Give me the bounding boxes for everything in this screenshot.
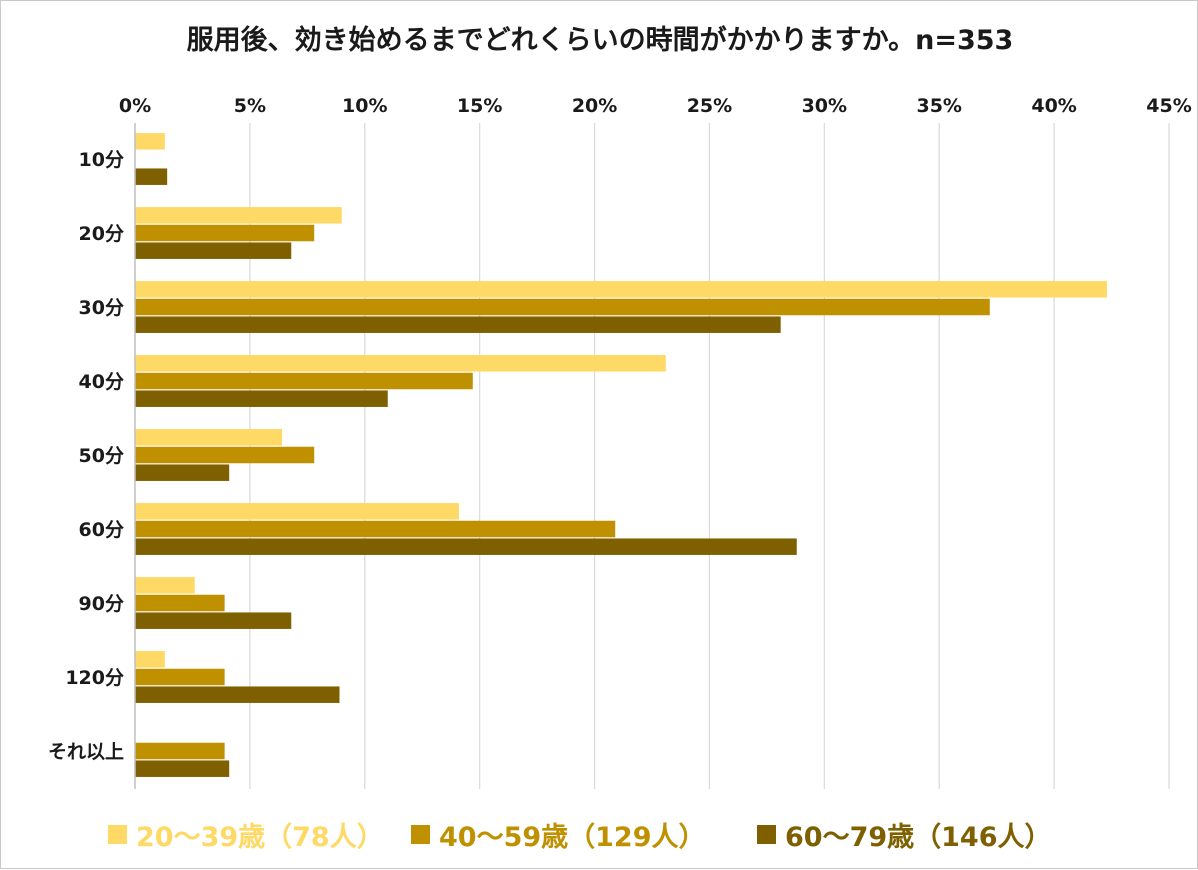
bar [135,760,230,777]
x-tick-label: 35% [916,95,961,117]
bar [135,520,616,538]
x-tick-label: 40% [1031,95,1076,117]
legend-label: 40～59歳（129人） [439,822,706,853]
bar [135,390,388,407]
bar [135,686,340,703]
category-label: 120分 [65,667,124,689]
x-axis-ticks: 0% 5% 10% 15% 20% 25% 30% 35% 40% 45% [119,95,1192,117]
category-label: 50分 [79,445,124,467]
bar [135,446,315,464]
x-tick-label: 0% [119,95,151,117]
category-label: 20分 [79,223,124,245]
category-label: 90分 [79,593,124,615]
bar [135,668,225,686]
bar [135,429,283,446]
bar [135,242,292,259]
x-tick-label: 15% [457,95,502,117]
legend: 20～39歳（78人） 40～59歳（129人） 60～79歳（146人） [108,822,1052,853]
chart-title: 服用後、効き始めるまでどれくらいの時間がかかりますか。n=353 [187,24,1014,56]
bar [135,594,225,612]
bar [135,316,781,333]
bar [135,651,165,668]
x-tick-label: 5% [234,95,266,117]
bar [135,355,666,372]
category-label: 10分 [79,149,124,171]
bar [135,577,195,594]
x-tick-label: 20% [572,95,617,117]
legend-swatch [411,825,430,844]
x-tick-label: 45% [1146,95,1191,117]
bar [135,742,225,760]
legend-label: 20～39歳（78人） [136,822,384,853]
x-tick-label: 10% [342,95,387,117]
bar [135,503,459,520]
x-tick-label: 25% [687,95,732,117]
bar [135,224,315,242]
x-tick-label: 30% [802,95,847,117]
category-label: それ以上 [48,741,124,763]
category-label: 40分 [79,371,124,393]
category-label: 60分 [79,519,124,541]
bar [135,298,990,316]
bar [135,168,168,185]
category-label: 30分 [79,297,124,319]
bar [135,372,473,390]
legend-swatch [757,825,776,844]
bar [135,538,797,555]
bar [135,133,165,150]
bar [135,612,292,629]
legend-label: 60～79歳（146人） [785,822,1052,853]
bar [135,464,230,481]
bar [135,207,342,224]
legend-swatch [108,825,127,844]
grid-lines [249,123,1170,789]
bar [135,281,1107,298]
bars [135,133,1107,777]
